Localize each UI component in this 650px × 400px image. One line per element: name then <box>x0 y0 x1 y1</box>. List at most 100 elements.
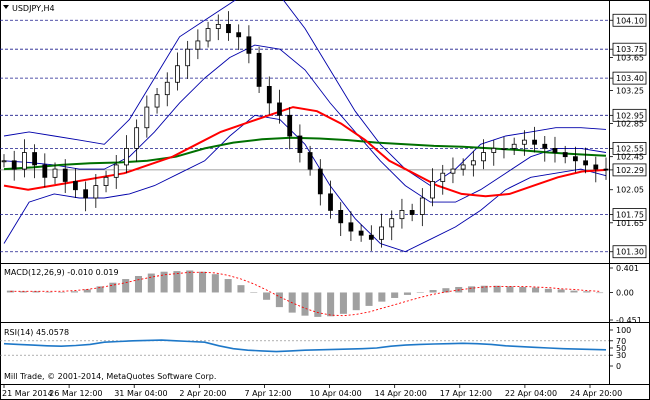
time-tick-label: 26 Mar 12:00 <box>49 389 102 398</box>
bollinger-upper-line <box>3 0 607 187</box>
candle-body <box>73 181 78 191</box>
candle-body <box>399 209 405 220</box>
rsi-tick-label: 0 <box>616 362 621 371</box>
chart-menu-icon[interactable] <box>3 5 9 9</box>
price-axis: 104.10103.75103.65103.40103.25102.95102.… <box>609 13 647 259</box>
candle-body <box>430 181 435 199</box>
candle-body <box>593 164 599 170</box>
time-tick-label: 7 Apr 12:00 <box>244 389 291 398</box>
candle-body <box>348 222 354 232</box>
macd-histogram-bar <box>557 289 565 293</box>
candle-body <box>338 209 344 224</box>
macd-axis: 0.401 0.00 -0.451 <box>609 264 642 325</box>
time-tick-label: 10 Apr 04:00 <box>310 389 362 398</box>
time-tick-label: 21 Mar 2014 <box>2 389 53 398</box>
macd-histogram-bar <box>263 292 271 300</box>
macd-histogram-bar <box>403 292 411 295</box>
candle-body <box>103 176 109 186</box>
candle-body <box>205 28 211 42</box>
price-tick-label: 103.25 <box>616 87 644 96</box>
price-tick-label: 102.55 <box>616 144 644 153</box>
macd-histogram-bar <box>570 290 578 293</box>
price-tag <box>612 13 647 27</box>
macd-label: MACD(12,26,9) -0.010 0.019 <box>4 268 119 277</box>
macd-histogram-bar <box>32 291 40 293</box>
macd-histogram-bar <box>327 292 335 317</box>
macd-panel <box>6 270 604 317</box>
rsi-label: RSI(14) 45.0578 <box>4 328 69 337</box>
price-tag <box>612 108 647 122</box>
price-tick-label: 103.75 <box>616 45 644 54</box>
macd-histogram-bar <box>544 288 552 293</box>
candle-body <box>358 230 364 236</box>
rsi-tick-label: 50 <box>616 344 626 353</box>
candle-body <box>62 168 68 182</box>
price-tick-label: 101.65 <box>616 219 644 228</box>
macd-histogram-bar <box>416 292 424 293</box>
candle-body <box>287 114 293 137</box>
price-tag <box>612 42 647 56</box>
price-tick-label: 101.30 <box>616 248 644 257</box>
price-tick-label: 102.95 <box>616 111 644 120</box>
candle-body <box>440 172 446 182</box>
macd-histogram-bar <box>70 291 78 293</box>
candle-body <box>185 48 191 67</box>
candle-body <box>195 40 201 50</box>
macd-histogram-bar <box>211 274 219 293</box>
macd-histogram-bar <box>467 286 476 293</box>
macd-histogram-bar <box>96 286 104 293</box>
candle-body <box>379 226 384 240</box>
candle-body <box>32 152 38 166</box>
macd-histogram-bar <box>134 275 143 293</box>
candle-body <box>236 32 242 38</box>
candle-body <box>419 197 425 215</box>
macd-histogram-bar <box>224 279 232 293</box>
dashed-levels <box>0 19 609 253</box>
candle-body <box>409 209 415 215</box>
macd-histogram-bar <box>58 292 66 293</box>
price-tag <box>612 71 647 85</box>
macd-tick-label: 0.00 <box>616 288 634 297</box>
macd-histogram-bar <box>45 291 53 293</box>
candle-body <box>368 234 374 240</box>
candle-body <box>83 189 89 199</box>
price-tick-label: 102.05 <box>616 186 644 195</box>
rsi-tick-label: 70 <box>616 337 626 346</box>
macd-histogram-bar <box>480 285 488 293</box>
candle-body <box>460 164 466 170</box>
time-tick-label: 24 Apr 20:00 <box>570 389 622 398</box>
macd-histogram-bar <box>199 271 207 293</box>
macd-histogram-bar <box>19 291 27 293</box>
macd-histogram-bar <box>442 288 450 293</box>
candle-body <box>450 168 456 174</box>
candle-body <box>175 65 180 83</box>
macd-histogram-bar <box>237 285 245 293</box>
macd-histogram-bar <box>109 282 117 293</box>
candle-body <box>521 139 527 145</box>
macd-histogram-bar <box>275 292 283 308</box>
candle-body <box>154 94 160 108</box>
candle-body <box>266 86 272 104</box>
copyright-text: Mill Trade, © 2001-2014, MetaQuotes Soft… <box>4 372 216 381</box>
bollinger-lower-line <box>3 114 607 253</box>
candle-body <box>572 156 578 162</box>
price-tick-label: 104.10 <box>616 16 644 25</box>
candle-body <box>42 164 48 178</box>
candle-body <box>297 135 303 153</box>
macd-histogram-bar <box>147 273 155 293</box>
macd-histogram-bar <box>519 286 527 293</box>
candle-body <box>93 185 99 199</box>
time-tick-label: 22 Apr 04:00 <box>505 389 557 398</box>
candle-body <box>481 152 486 162</box>
time-tick-label: 31 Mar 04:00 <box>114 389 167 398</box>
candle-body <box>501 147 507 150</box>
rsi-line <box>3 339 607 353</box>
candle-body <box>226 23 231 34</box>
candle-body <box>542 143 548 149</box>
macd-histogram-bar <box>391 292 399 298</box>
price-tick-label: 102.85 <box>616 120 644 129</box>
candle-body <box>491 147 497 153</box>
